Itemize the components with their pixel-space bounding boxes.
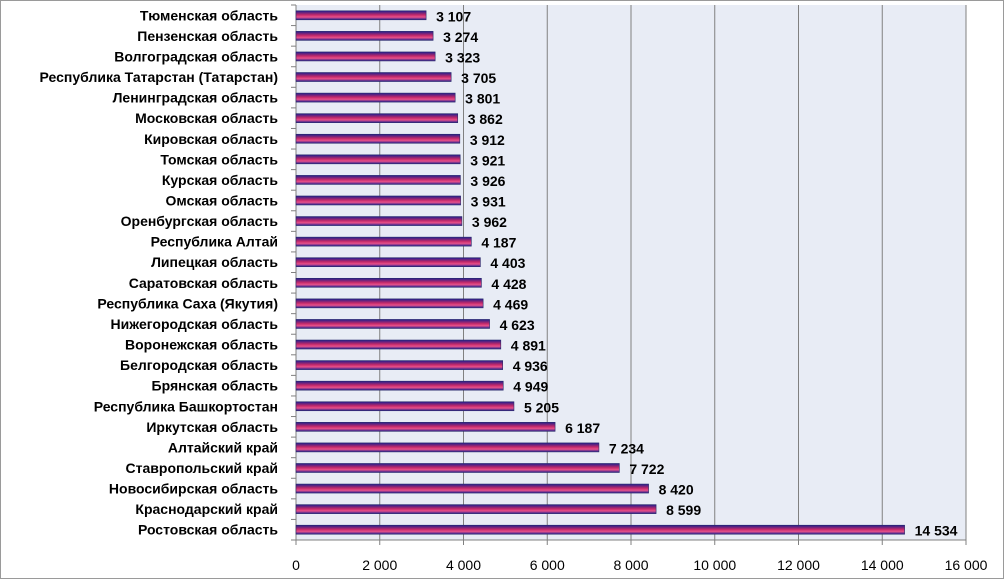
bar (295, 319, 490, 329)
value-label: 3 912 (470, 132, 505, 148)
category-label: Белгородская область (120, 357, 278, 373)
bar (295, 298, 484, 309)
value-label: 4 891 (511, 338, 546, 354)
value-label: 3 862 (468, 111, 503, 127)
bar (295, 113, 459, 123)
bar (295, 72, 452, 82)
value-label: 3 962 (472, 214, 507, 230)
bar (295, 10, 427, 21)
value-label: 3 931 (471, 193, 506, 209)
value-label: 8 599 (666, 502, 701, 518)
category-label: Саратовская область (129, 275, 279, 291)
bar (295, 442, 600, 453)
bar (295, 277, 482, 288)
bar (295, 504, 657, 514)
value-label: 14 534 (915, 523, 958, 539)
value-label: 3 705 (461, 70, 496, 86)
category-label: Омская область (166, 192, 279, 208)
x-tick-label: 10 000 (693, 557, 736, 573)
category-label: Кировская область (144, 131, 278, 147)
category-labels: Тюменская область Пензенская область Волго… (40, 7, 279, 537)
category-label: Ростовская область (138, 522, 278, 538)
value-label: 7 722 (629, 461, 664, 477)
value-label: 3 801 (465, 91, 500, 107)
category-label: Оренбургская область (121, 213, 279, 229)
value-label: 8 420 (659, 482, 694, 498)
value-label: 5 205 (524, 399, 559, 415)
category-label: Республика Татарстан (Татарстан) (40, 69, 278, 85)
value-label: 4 403 (490, 255, 525, 271)
bar (295, 216, 463, 226)
category-label: Алтайский край (168, 439, 278, 455)
bar (295, 360, 503, 370)
value-label: 6 187 (565, 420, 600, 436)
bar (295, 236, 472, 247)
category-label: Брянская область (152, 378, 279, 394)
x-tick-label: 14 000 (861, 557, 904, 573)
value-label: 4 623 (500, 317, 535, 333)
category-label: Иркутская область (146, 419, 278, 435)
value-label: 7 234 (609, 440, 644, 456)
bar (295, 463, 620, 473)
bar (295, 195, 461, 206)
bars (295, 10, 905, 535)
category-label: Тюменская область (140, 7, 279, 23)
value-labels: 3 107 3 274 3 323 3 705 3 801 3 862 3 912 3 921… (436, 8, 958, 538)
value-label: 4 949 (513, 379, 548, 395)
x-tick-label: 12 000 (777, 557, 820, 573)
value-label: 3 921 (470, 152, 505, 168)
category-label: Курская область (162, 172, 279, 188)
category-label: Нижегородская область (111, 316, 279, 332)
category-label: Республика Башкортостан (94, 398, 278, 414)
bar (295, 51, 436, 62)
category-label: Пензенская область (137, 28, 278, 44)
x-tick-label: 0 (292, 557, 300, 573)
value-label: 4 469 (493, 296, 528, 312)
x-tick-label: 4 000 (446, 557, 481, 573)
value-label: 3 926 (470, 173, 505, 189)
category-label: Республика Алтай (151, 234, 278, 250)
value-label: 3 323 (445, 49, 480, 65)
bar (295, 92, 456, 103)
x-tick-label: 8 000 (613, 557, 648, 573)
category-label: Ставропольский край (126, 460, 278, 476)
value-label: 4 428 (491, 276, 526, 292)
bar (295, 257, 481, 268)
bar (295, 401, 515, 412)
x-tick-label: 2 000 (362, 557, 397, 573)
bar (295, 175, 461, 185)
category-label: Московская область (135, 110, 278, 126)
value-label: 3 107 (436, 8, 471, 24)
bar (295, 154, 461, 165)
bar (295, 483, 649, 494)
bar (295, 380, 504, 391)
category-label: Ленинградская область (113, 90, 279, 106)
bar (295, 339, 502, 350)
x-tick-label: 6 000 (530, 557, 565, 573)
category-label: Волгоградская область (114, 48, 278, 64)
bar (295, 422, 556, 432)
category-label: Воронежская область (125, 337, 278, 353)
category-label: Липецкая область (151, 254, 278, 270)
value-label: 4 936 (513, 358, 548, 374)
bar (295, 31, 434, 41)
category-label: Краснодарский край (135, 501, 278, 517)
value-label: 3 274 (443, 29, 478, 45)
bar (295, 133, 461, 144)
category-label: Новосибирская область (109, 481, 278, 497)
category-label: Республика Саха (Якутия) (97, 295, 278, 311)
x-tick-labels: 0 2 000 4 000 6 000 8 000 10 000 12 000 14 000 1… (292, 557, 988, 573)
value-label: 4 187 (481, 235, 516, 251)
category-label: Томская область (160, 151, 278, 167)
x-tick-label: 16 000 (945, 557, 988, 573)
bar (295, 524, 905, 535)
